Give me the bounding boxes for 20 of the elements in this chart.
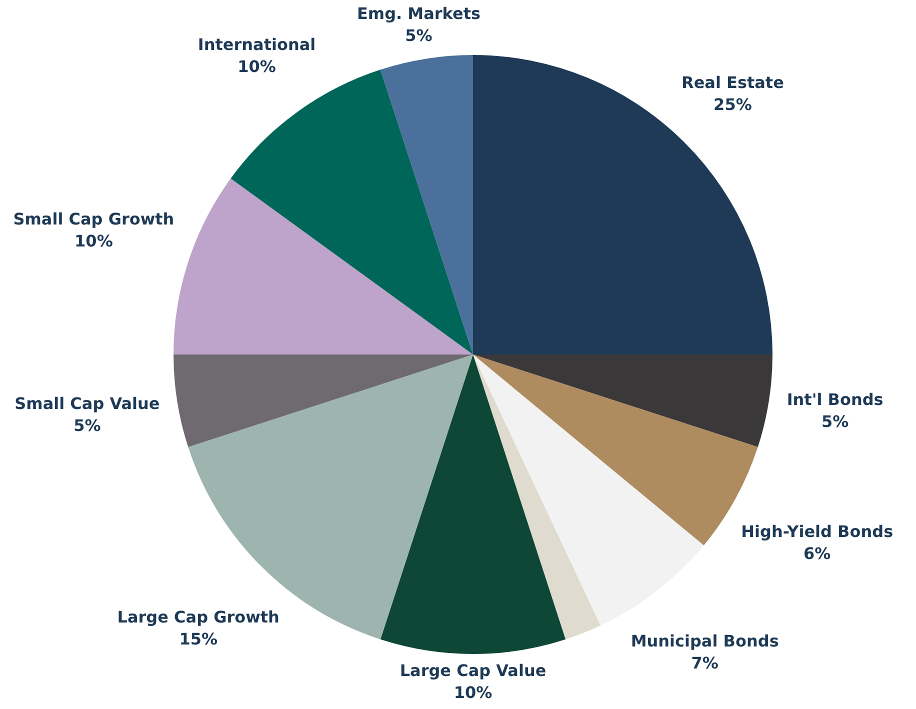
data-label: 25% (714, 94, 752, 114)
slice-label: Large Cap Value (400, 661, 546, 680)
slice-label: High-Yield Bonds (741, 522, 894, 541)
data-label: 6% (804, 544, 831, 563)
slice-label: Municipal Bonds (630, 632, 779, 651)
slice-label: Emg. Markets (356, 4, 481, 24)
slice-label: Int'l Bonds (786, 390, 884, 410)
data-label: 7% (691, 654, 718, 673)
slice-label: International (198, 35, 316, 54)
data-label: 5% (405, 26, 432, 46)
data-label: 15% (179, 629, 218, 648)
slice-label: Large Cap Growth (117, 607, 280, 626)
data-label: 10% (74, 231, 113, 250)
slice-label: Small Cap Growth (13, 209, 174, 228)
data-label: 5% (74, 416, 101, 435)
data-label: 10% (454, 683, 492, 702)
data-label: 10% (238, 57, 276, 76)
slice-label: Real Estate (681, 72, 784, 92)
data-label: 5% (822, 412, 849, 432)
slice-label: Small Cap Value (14, 394, 160, 413)
